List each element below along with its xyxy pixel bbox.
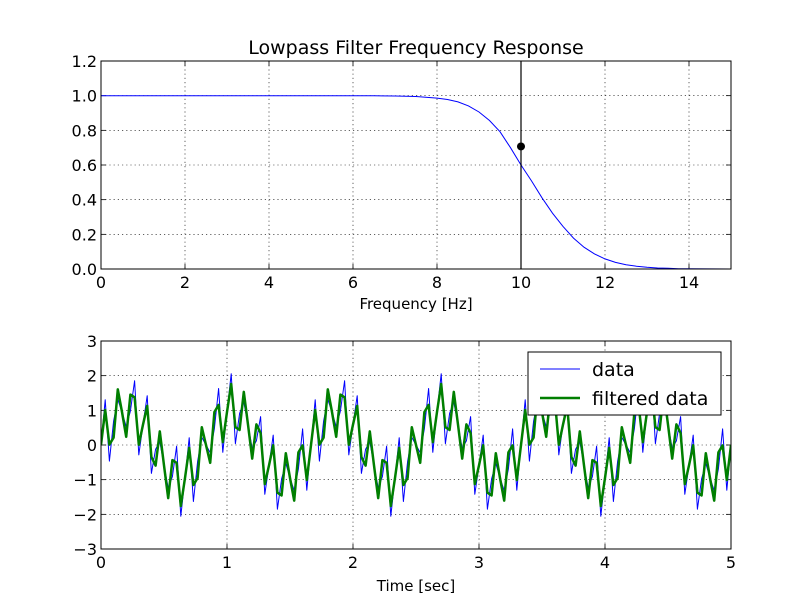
x-tick-label: 4 [600, 553, 610, 572]
y-tick-label: 2 [87, 367, 97, 386]
x-tick-label: 5 [726, 553, 736, 572]
x-tick-label: 14 [679, 273, 699, 292]
top-ticks: 0 2 4 6 8 10 12 14 0.0 0.2 0.4 0.6 0.8 1.0 1.2 [72, 52, 731, 292]
legend: data filtered data [527, 351, 722, 416]
y-tick-label: 1 [87, 401, 97, 420]
y-tick-label: −3 [73, 540, 97, 559]
y-tick-label: 0 [87, 436, 97, 455]
y-tick-label: 0.2 [72, 225, 97, 244]
y-tick-label: 1.0 [72, 87, 97, 106]
x-tick-label: 2 [180, 273, 190, 292]
y-tick-label: 0.4 [72, 191, 97, 210]
top-axes-frame [100, 60, 732, 270]
top-grid [101, 61, 731, 269]
x-tick-label: 0 [96, 553, 106, 572]
legend-label-data: data [592, 359, 635, 381]
x-tick-label: 3 [474, 553, 484, 572]
y-tick-label: −1 [73, 471, 97, 490]
time-signal-panel: 0 1 2 3 4 5 −3 −2 −1 0 1 2 3 Time [sec] data filtere… [73, 332, 736, 595]
bottom-ticks: 0 1 2 3 4 5 −3 −2 −1 0 1 2 3 [73, 332, 736, 572]
frequency-response-line [101, 95, 732, 270]
legend-box [527, 351, 722, 416]
top-x-axis-label: Frequency [Hz] [359, 295, 472, 313]
y-tick-label: 3 [87, 332, 97, 351]
frequency-response-panel: 0 2 4 6 8 10 12 14 0.0 0.2 0.4 0.6 0.8 1.0 1.2 Lowpass… [72, 37, 732, 313]
y-tick-label: 1.2 [72, 52, 97, 71]
y-tick-label: 0.6 [72, 156, 97, 175]
y-tick-label: 0.0 [72, 260, 97, 279]
x-tick-label: 1 [222, 553, 232, 572]
bottom-x-axis-label: Time [sec] [376, 577, 455, 595]
x-tick-label: 0 [96, 273, 106, 292]
top-plot-area [101, 61, 732, 270]
bottom-axes-frame [100, 340, 732, 550]
x-tick-label: 2 [348, 553, 358, 572]
y-tick-label: −2 [73, 505, 97, 524]
y-tick-label: 0.8 [72, 121, 97, 140]
x-tick-label: 4 [264, 273, 274, 292]
x-tick-label: 8 [432, 273, 442, 292]
legend-label-filtered-data: filtered data [592, 388, 708, 410]
filtered-data-series-line [101, 382, 731, 508]
top-chart-title: Lowpass Filter Frequency Response [248, 37, 584, 59]
x-tick-label: 10 [511, 273, 531, 292]
bottom-plot-area [101, 373, 731, 517]
x-tick-label: 6 [348, 273, 358, 292]
cutoff-marker-point [517, 142, 525, 151]
x-tick-label: 12 [595, 273, 615, 292]
